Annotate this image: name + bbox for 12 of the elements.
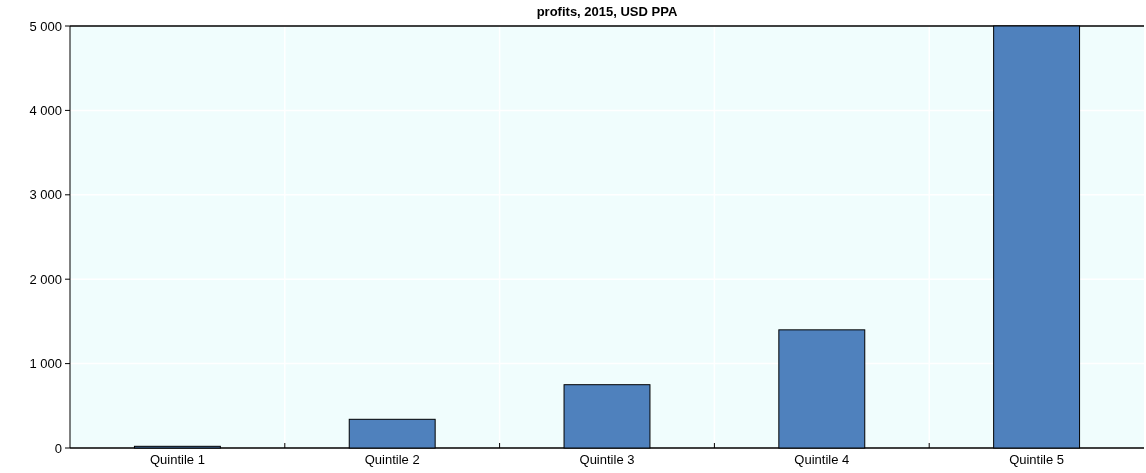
x-tick-label: Quintile 1 bbox=[149, 452, 205, 467]
x-tick-label: Quintile 4 bbox=[794, 452, 850, 467]
chart-title: profits, 2015, USD PPA bbox=[536, 4, 678, 19]
x-tick-label: Quintile 3 bbox=[579, 452, 635, 467]
y-tick-label: 5 000 bbox=[29, 18, 62, 34]
x-tick-label: Quintile 2 bbox=[364, 452, 420, 467]
y-tick-label: 4 000 bbox=[29, 102, 62, 118]
x-tick-label: Quintile 5 bbox=[1009, 452, 1065, 467]
y-tick-label: 1 000 bbox=[29, 356, 62, 372]
y-tick-label: 2 000 bbox=[29, 271, 62, 287]
y-tick-label: 0 bbox=[54, 440, 62, 456]
y-tick-label: 3 000 bbox=[29, 187, 62, 203]
